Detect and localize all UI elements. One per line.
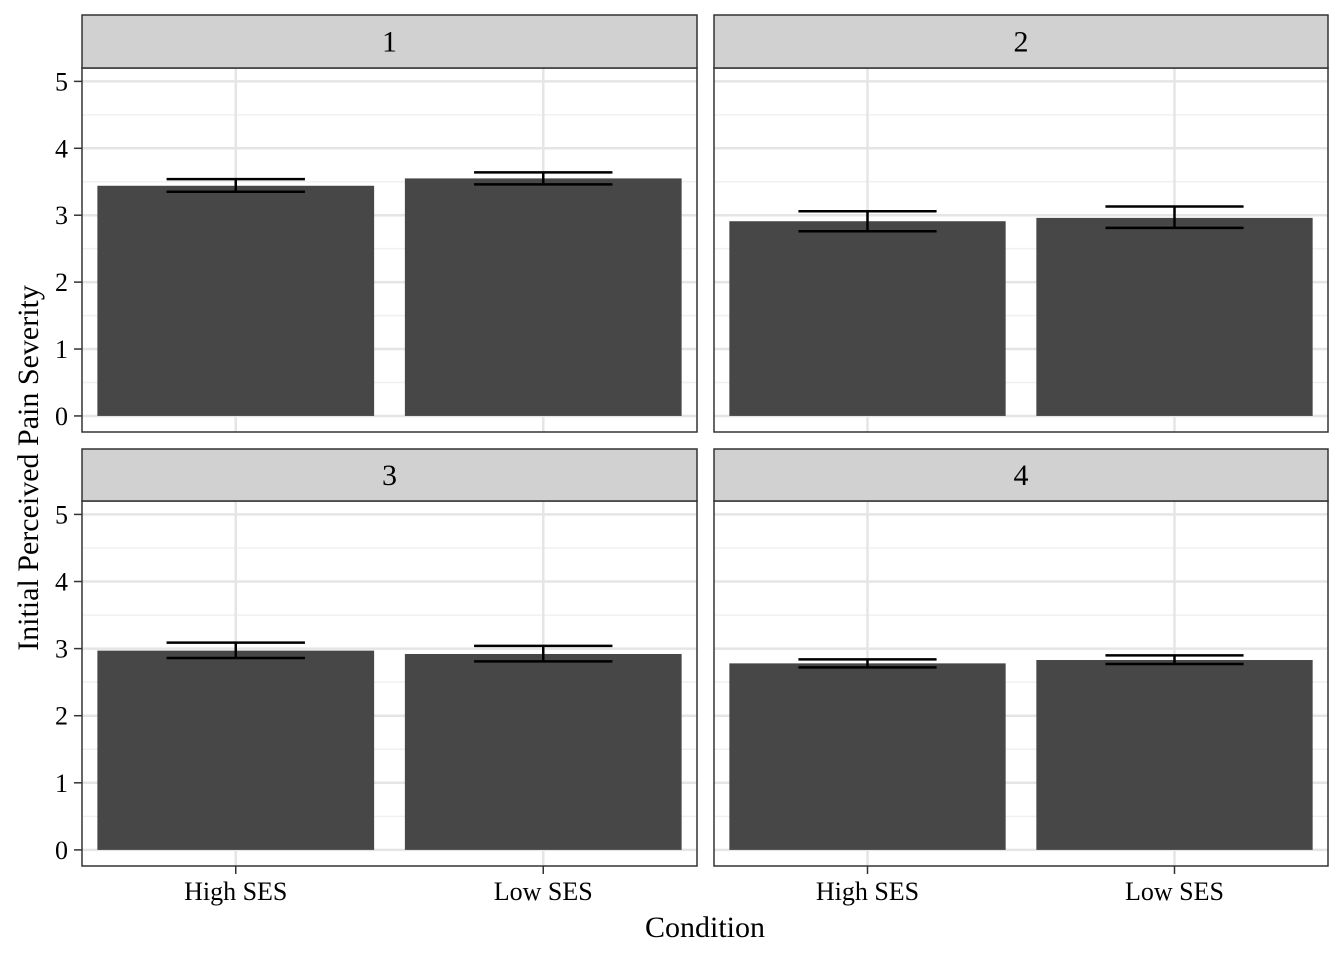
y-tick-label: 2 — [55, 268, 68, 297]
facet-strip-label: 4 — [1014, 459, 1029, 492]
y-tick-label: 4 — [55, 568, 68, 597]
bar-high-ses — [729, 221, 1006, 416]
x-tick-label: Low SES — [494, 877, 593, 906]
panel-3: 3 0 1 2 3 4 5 High SES Low SES — [55, 448, 698, 906]
x-tick-label: High SES — [816, 877, 919, 906]
facet-strip — [81, 14, 698, 69]
error-bar — [474, 644, 613, 663]
y-tick-label: 2 — [55, 702, 68, 731]
y-tick-label: 1 — [55, 769, 68, 798]
y-tick-label: 0 — [55, 402, 68, 431]
y-tick-label: 5 — [55, 67, 68, 96]
x-tick-label: High SES — [184, 877, 287, 906]
bar-low-ses — [404, 178, 682, 416]
bar-high-ses — [97, 185, 375, 416]
x-tick-label: Low SES — [1125, 877, 1224, 906]
bar-low-ses — [1036, 217, 1313, 416]
y-tick-label: 1 — [55, 335, 68, 364]
error-bar — [166, 641, 305, 660]
y-tick-label: 4 — [55, 134, 68, 163]
error-bar — [798, 658, 937, 669]
facet-strip — [81, 448, 698, 502]
x-axis-title: Condition — [645, 911, 765, 944]
panel-4: 4 High SES Low SES — [713, 448, 1329, 906]
error-bar — [474, 171, 613, 186]
y-tick-label: 5 — [55, 500, 68, 529]
facet-strip — [713, 448, 1329, 502]
error-bar — [1105, 205, 1244, 230]
y-tick-label: 3 — [55, 201, 68, 230]
bar-high-ses — [97, 650, 375, 850]
bar-high-ses — [729, 663, 1006, 850]
panel-1: 1 0 1 2 3 4 5 — [55, 14, 698, 433]
facet-strip-label: 2 — [1014, 26, 1029, 59]
y-axis-title: Initial Perceived Pain Severity — [12, 285, 45, 651]
facet-strip-label: 1 — [382, 26, 397, 59]
facet-strip-label: 3 — [382, 459, 397, 492]
y-tick-label: 3 — [55, 635, 68, 664]
y-tick-label: 0 — [55, 836, 68, 865]
bar-low-ses — [404, 653, 682, 850]
bar-low-ses — [1036, 660, 1313, 850]
panel-2: 2 — [713, 14, 1329, 433]
error-bar — [166, 177, 305, 194]
facet-strip — [713, 14, 1329, 69]
error-bar — [1105, 654, 1244, 666]
error-bar — [798, 209, 937, 233]
